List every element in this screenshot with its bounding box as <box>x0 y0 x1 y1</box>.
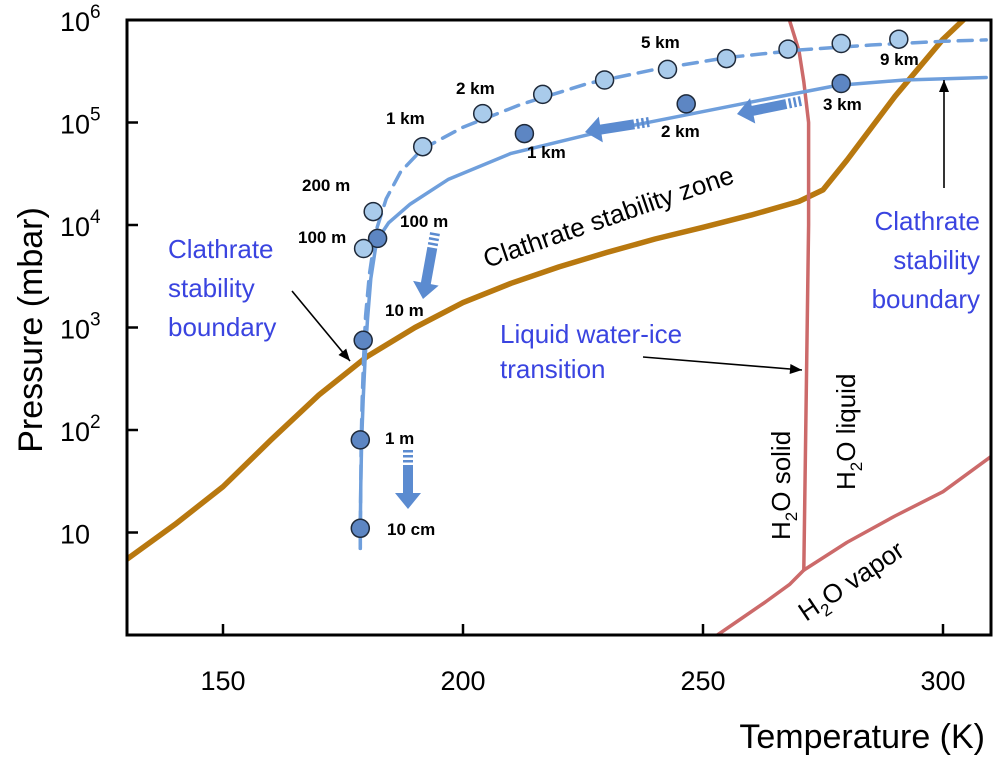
water-vapor-curve-line <box>715 454 991 635</box>
profile-marker-light-5 <box>594 70 615 90</box>
direction-arrow-middle-tail-dash-2 <box>635 118 640 129</box>
profile-marker-light-6 <box>657 59 678 80</box>
direction-arrow-middle-tail-dash-1 <box>640 117 645 129</box>
depth-label-solid-0: 10 cm <box>387 520 435 539</box>
depth-label-dashed-3: 2 km <box>456 79 495 98</box>
y-tick-label-0: 10 <box>60 520 90 550</box>
y-axis-title: Pressure (mbar) <box>12 207 50 453</box>
profile-marker-dark-4 <box>514 123 535 144</box>
h2o-liquid-label: H2O liquid <box>831 374 866 490</box>
profile-marker-light-8 <box>778 39 798 59</box>
depth-label-solid-5: 2 km <box>661 122 700 141</box>
depth-label-dashed-2: 1 km <box>386 109 425 128</box>
direction-arrow-upper-body <box>737 98 788 124</box>
water-transition-pointer-arrow <box>642 356 803 375</box>
y-tick-label-3: 104 <box>60 207 101 242</box>
y-tick-label-2: 103 <box>60 310 101 345</box>
profile-marker-light-3 <box>472 103 493 124</box>
direction-arrow-shallow-tail-dash-0 <box>429 232 440 237</box>
profile-marker-light-4 <box>532 84 553 105</box>
direction-arrow-shallow-body <box>413 246 439 299</box>
depth-label-solid-1: 1 m <box>385 429 414 448</box>
boundary-right-pointer-arrow <box>939 80 949 188</box>
direction-arrow-near-surface-tail-dash-2 <box>403 460 413 463</box>
profile-marker-light-1 <box>363 201 383 222</box>
y-tick-label-1: 102 <box>60 412 101 447</box>
x-axis-title: Temperature (K) <box>739 718 985 756</box>
clathrate-stability-curve-line <box>127 20 968 562</box>
boundary-left-pointer-arrow-head <box>338 348 350 361</box>
direction-arrow-middle-body <box>585 116 635 143</box>
h2o-solid-label: H2O solid <box>766 431 801 540</box>
clathrate-zone-label: Clathrate stability zone <box>479 160 737 274</box>
boundary-right-pointer-arrow-head <box>939 80 949 92</box>
profile-marker-light-9 <box>831 33 851 54</box>
profile-marker-light-10 <box>889 29 909 49</box>
direction-arrow-near-surface-tail-dash-0 <box>403 450 413 453</box>
direction-arrow-shallow-tail-dash-1 <box>428 237 440 242</box>
direction-arrow-near-surface <box>395 450 421 509</box>
direction-arrow-upper <box>737 96 802 124</box>
profile-marker-light-2 <box>412 136 433 157</box>
boundary-left-label-line-2: boundary <box>168 312 276 342</box>
y-tick-label-5: 106 <box>60 2 101 37</box>
x-tick-label-1: 200 <box>440 666 485 696</box>
profile-marker-dark-1 <box>350 430 371 450</box>
water-transition-label-line-0: Liquid water-ice <box>500 319 682 349</box>
boundary-left-label-line-0: Clathrate <box>168 234 274 264</box>
profile-marker-light-0 <box>353 238 374 259</box>
water-transition-pointer-arrow-shaft <box>642 356 803 371</box>
y-tick-label-4: 105 <box>60 105 101 140</box>
x-tick-label-2: 250 <box>680 666 725 696</box>
depth-label-solid-3: 100 m <box>400 212 448 231</box>
depth-label-dashed-0: 100 m <box>298 228 346 247</box>
water-transition-pointer-arrow-head <box>789 364 802 375</box>
direction-arrow-shallow-tail-dash-2 <box>427 241 439 247</box>
liquid-water-ice-transition-line <box>787 20 811 572</box>
x-tick-label-3: 300 <box>920 666 965 696</box>
profile-dashed-line <box>358 38 988 551</box>
boundary-right-label-line-1: stability <box>893 245 980 275</box>
h2o-vapor-label: H2O vapor <box>793 534 913 631</box>
depth-label-solid-2: 10 m <box>385 301 424 320</box>
boundary-right-label-line-0: Clathrate <box>875 206 981 236</box>
depth-label-solid-6: 3 km <box>823 95 862 114</box>
boundary-left-pointer-arrow-shaft <box>291 290 351 362</box>
direction-arrow-upper-tail-dash-2 <box>787 98 793 109</box>
boundary-left-pointer-arrow <box>291 290 351 362</box>
profile-marker-dark-6 <box>831 73 851 94</box>
boundary-right-label-line-2: boundary <box>872 284 980 314</box>
profile-marker-dark-3 <box>367 228 388 249</box>
profile-marker-dark-5 <box>676 94 696 114</box>
profile-marker-light-7 <box>716 48 737 69</box>
direction-arrow-middle-tail-dash-0 <box>645 117 650 128</box>
direction-arrow-upper-tail-dash-0 <box>797 96 802 107</box>
depth-label-solid-4: 1 km <box>527 143 566 162</box>
depth-label-dashed-10: 9 km <box>880 50 919 69</box>
direction-arrow-upper-tail-dash-1 <box>792 97 798 108</box>
direction-arrow-near-surface-body <box>395 465 421 509</box>
boundary-left-label-line-1: stability <box>168 273 255 303</box>
water-transition-label-line-1: transition <box>500 354 606 384</box>
direction-arrow-shallow <box>413 232 440 299</box>
depth-label-dashed-6: 5 km <box>641 33 680 52</box>
depth-label-dashed-1: 200 m <box>302 176 350 195</box>
x-tick-label-0: 150 <box>200 666 245 696</box>
profile-marker-dark-2 <box>353 330 373 351</box>
profile-marker-dark-0 <box>350 518 371 539</box>
direction-arrow-middle <box>585 116 650 143</box>
direction-arrow-near-surface-tail-dash-1 <box>403 455 413 458</box>
